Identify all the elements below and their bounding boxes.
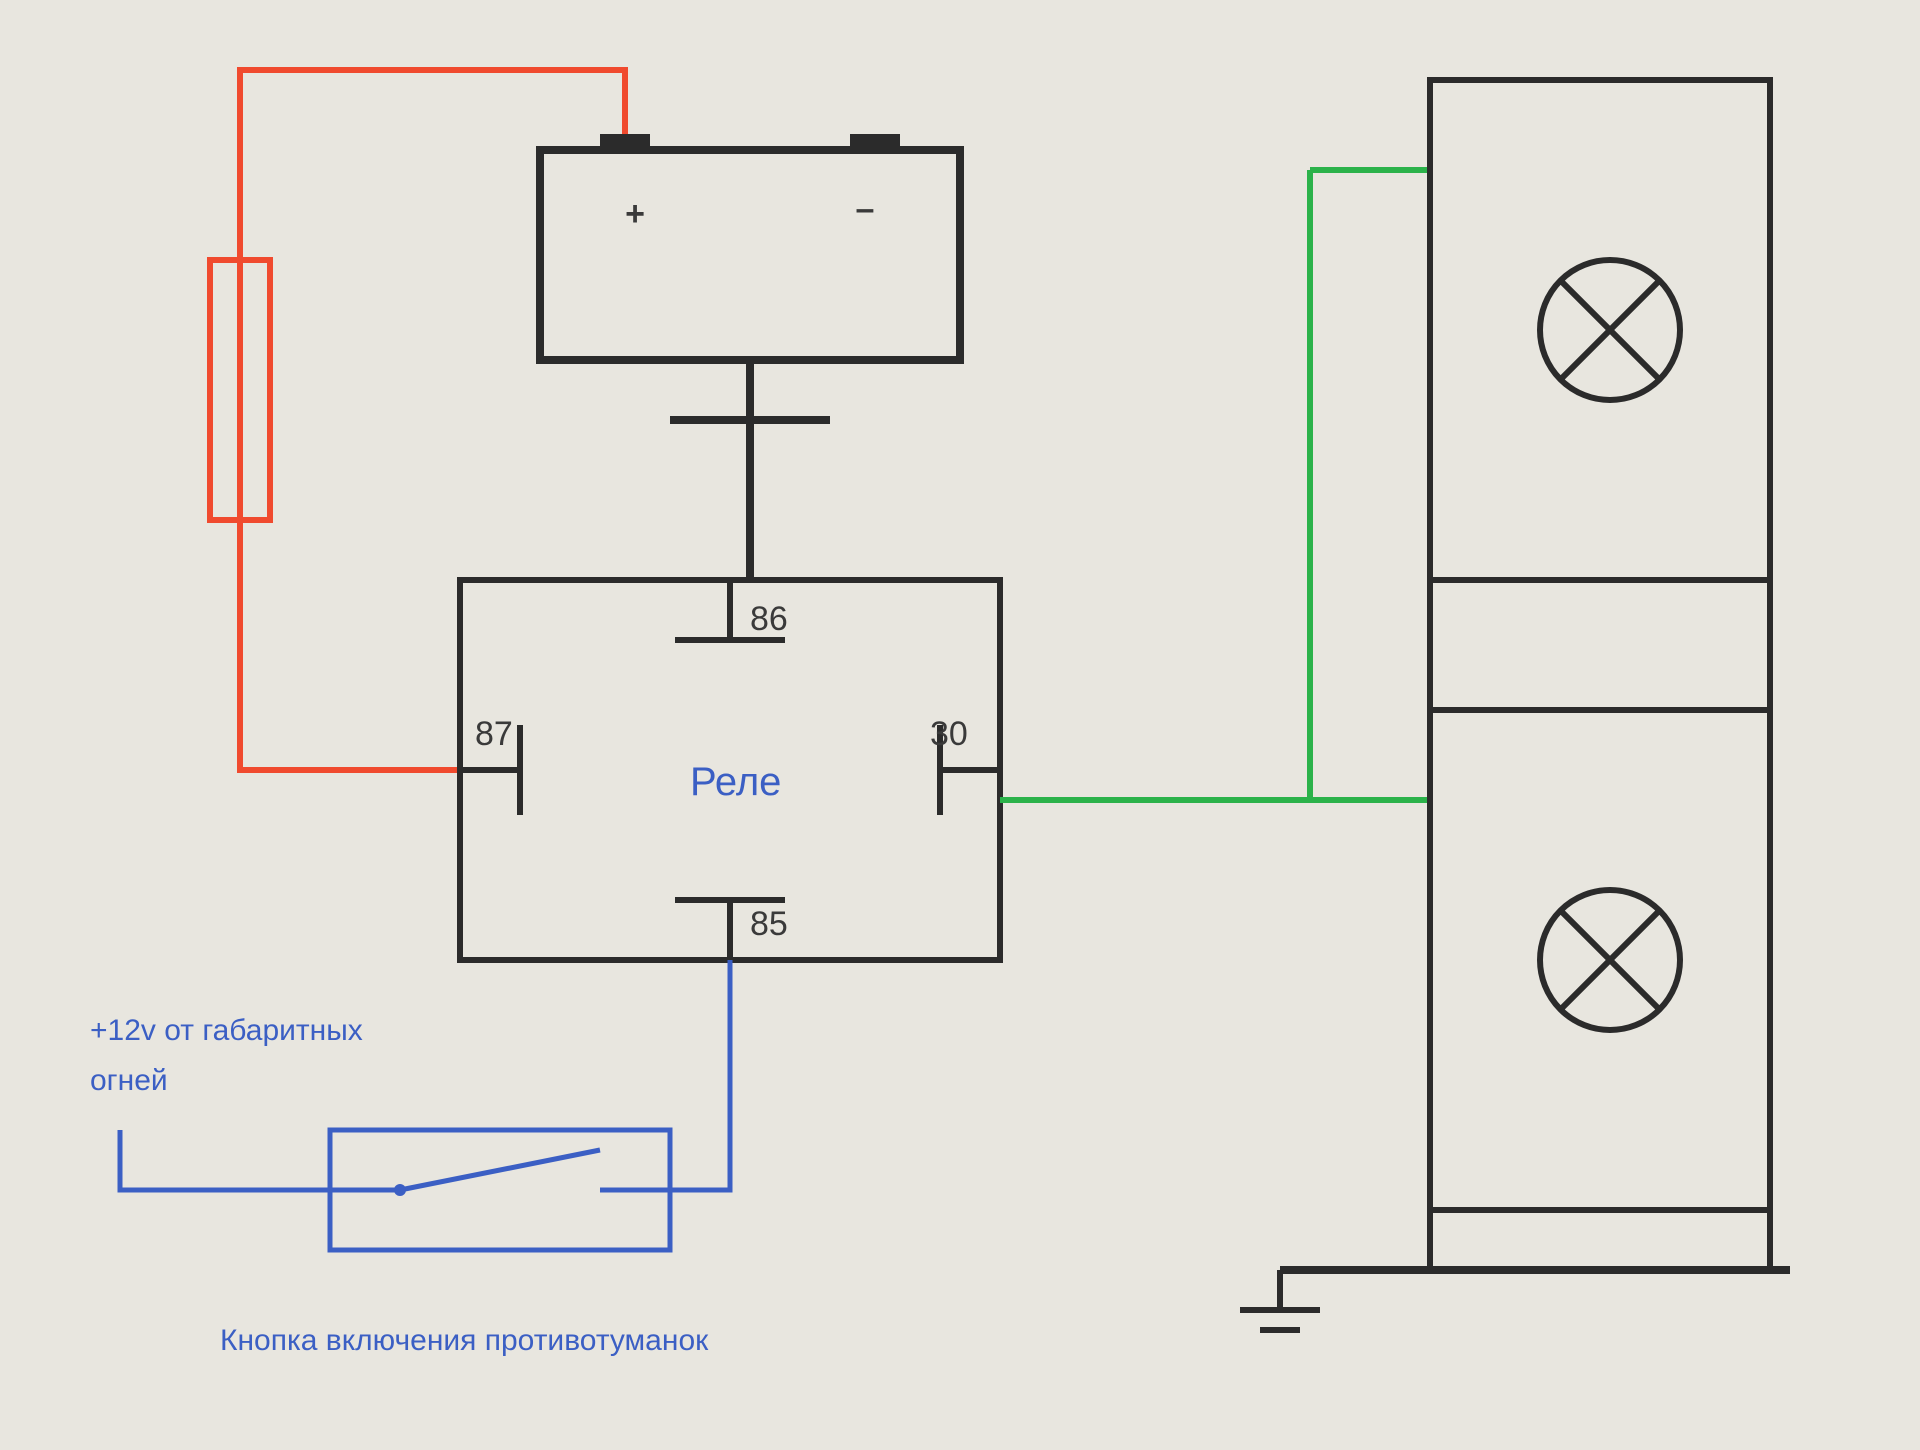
relay-pin-86: 86 bbox=[750, 600, 788, 638]
relay-pin-85: 85 bbox=[750, 905, 788, 943]
label-12v-line2: огней bbox=[90, 1064, 168, 1097]
label-switch: Кнопка включения противотуманок bbox=[220, 1324, 709, 1357]
battery-plus-label: + bbox=[625, 195, 645, 233]
wiring-diagram: + – Реле 86 85 87 30 bbox=[0, 0, 1920, 1450]
relay-label: Реле bbox=[690, 760, 781, 804]
lamp-icon-upper bbox=[1540, 260, 1680, 400]
lamp-icon-lower bbox=[1540, 890, 1680, 1030]
relay-pin-87: 87 bbox=[475, 715, 513, 753]
relay-pin-30: 30 bbox=[930, 715, 968, 753]
label-12v-line1: +12v от габаритных bbox=[90, 1014, 363, 1047]
battery-minus-label: – bbox=[856, 190, 875, 228]
